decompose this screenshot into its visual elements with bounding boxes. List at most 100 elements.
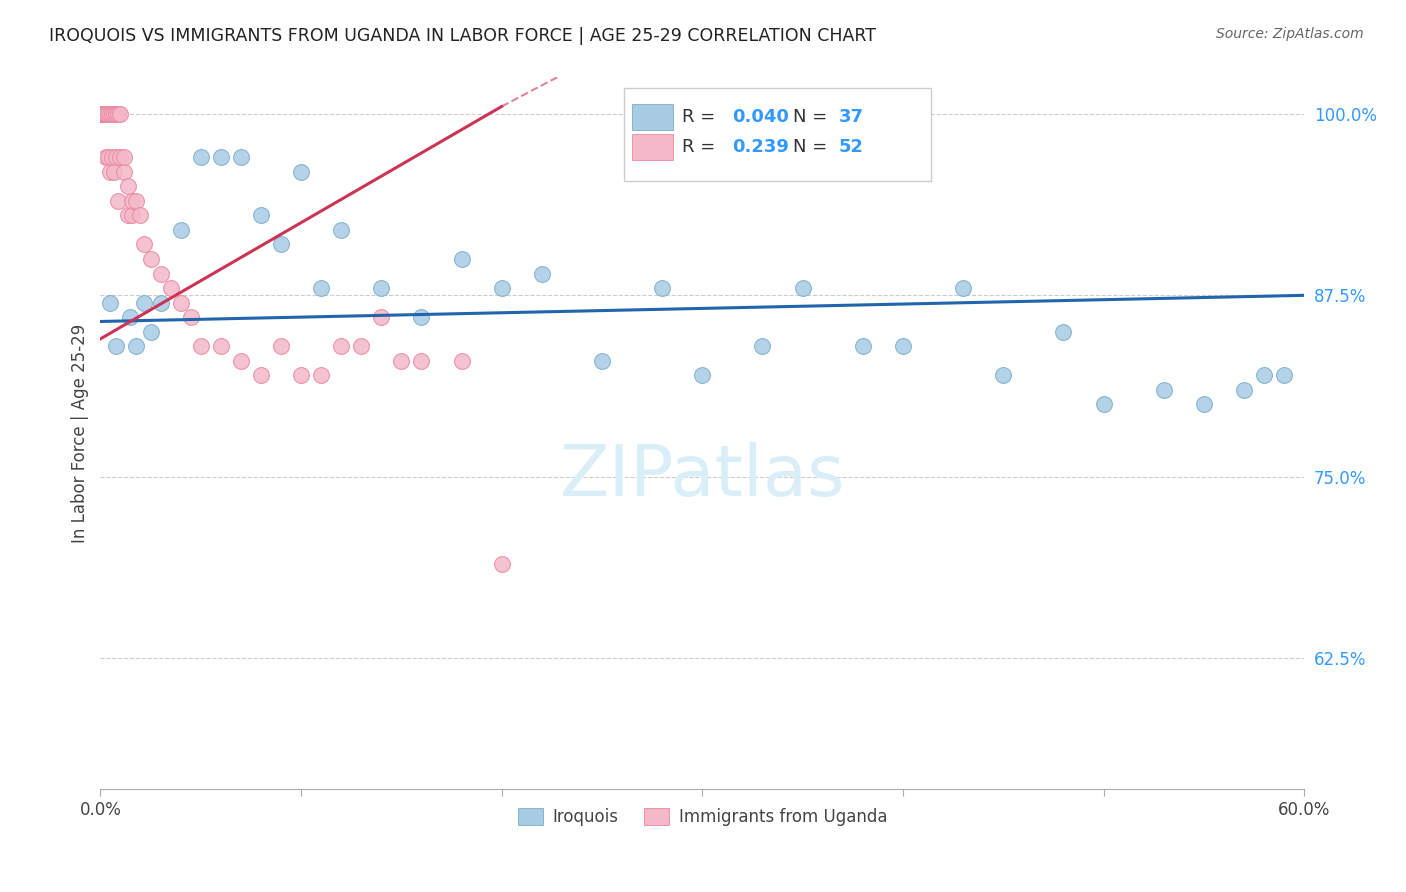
Text: R =: R = — [682, 108, 721, 127]
Legend: Iroquois, Immigrants from Uganda: Iroquois, Immigrants from Uganda — [509, 799, 896, 834]
Point — [101, 150, 124, 164]
Point — [792, 281, 814, 295]
Point — [159, 281, 181, 295]
Point — [120, 310, 142, 325]
Point — [1233, 383, 1256, 397]
Text: IROQUOIS VS IMMIGRANTS FROM UGANDA IN LABOR FORCE | AGE 25-29 CORRELATION CHART: IROQUOIS VS IMMIGRANTS FROM UGANDA IN LA… — [49, 27, 876, 45]
Point — [112, 165, 135, 179]
Point — [110, 107, 132, 121]
Point — [270, 237, 292, 252]
Point — [134, 237, 156, 252]
Point — [149, 267, 172, 281]
FancyBboxPatch shape — [633, 104, 673, 130]
Point — [370, 281, 392, 295]
Text: N =: N = — [793, 108, 832, 127]
Point — [952, 281, 974, 295]
Point — [389, 353, 412, 368]
Text: 37: 37 — [838, 108, 863, 127]
Point — [125, 339, 148, 353]
Text: Source: ZipAtlas.com: Source: ZipAtlas.com — [1216, 27, 1364, 41]
Point — [209, 339, 232, 353]
Point — [411, 310, 433, 325]
Point — [250, 209, 273, 223]
Point — [1253, 368, 1275, 383]
Point — [100, 165, 122, 179]
Point — [450, 353, 472, 368]
Point — [751, 339, 773, 353]
Point — [270, 339, 292, 353]
Point — [190, 339, 212, 353]
Point — [411, 353, 433, 368]
Point — [852, 339, 875, 353]
Text: 0.239: 0.239 — [733, 138, 789, 156]
Point — [1092, 397, 1115, 411]
Point — [91, 107, 114, 121]
Point — [1153, 383, 1175, 397]
Point — [169, 295, 191, 310]
Y-axis label: In Labor Force | Age 25-29: In Labor Force | Age 25-29 — [72, 324, 89, 543]
Text: 0.040: 0.040 — [733, 108, 789, 127]
Point — [93, 107, 115, 121]
Point — [105, 339, 128, 353]
Point — [651, 281, 673, 295]
Point — [169, 223, 191, 237]
Point — [149, 295, 172, 310]
FancyBboxPatch shape — [624, 88, 931, 181]
Point — [110, 150, 132, 164]
Point — [100, 295, 122, 310]
Point — [350, 339, 373, 353]
Point — [96, 107, 118, 121]
Point — [190, 150, 212, 164]
Text: R =: R = — [682, 138, 721, 156]
Point — [309, 281, 332, 295]
Point — [330, 339, 353, 353]
Point — [993, 368, 1015, 383]
Point — [690, 368, 713, 383]
Point — [112, 150, 135, 164]
Point — [1052, 325, 1074, 339]
Point — [100, 107, 122, 121]
Point — [450, 252, 472, 266]
Point — [103, 165, 125, 179]
Point — [121, 194, 143, 208]
Point — [330, 223, 353, 237]
Point — [97, 150, 120, 164]
Point — [93, 107, 115, 121]
Point — [229, 150, 252, 164]
Point — [96, 107, 118, 121]
Point — [491, 281, 513, 295]
Text: ZIPatlas: ZIPatlas — [560, 442, 845, 510]
Point — [134, 295, 156, 310]
Point — [209, 150, 232, 164]
Point — [96, 107, 118, 121]
Point — [101, 107, 124, 121]
Point — [105, 107, 128, 121]
Point — [121, 209, 143, 223]
Point — [290, 165, 312, 179]
FancyBboxPatch shape — [633, 135, 673, 160]
Point — [91, 107, 114, 121]
Point — [107, 194, 129, 208]
Point — [139, 252, 162, 266]
Point — [290, 368, 312, 383]
Point — [1192, 397, 1215, 411]
Point — [1272, 368, 1295, 383]
Point — [117, 179, 139, 194]
Point — [93, 107, 115, 121]
Point — [91, 107, 114, 121]
Point — [530, 267, 553, 281]
Point — [117, 209, 139, 223]
Point — [180, 310, 202, 325]
Point — [491, 557, 513, 571]
Text: N =: N = — [793, 138, 832, 156]
Point — [96, 150, 118, 164]
Point — [103, 107, 125, 121]
Point — [129, 209, 152, 223]
Point — [97, 107, 120, 121]
Point — [591, 353, 613, 368]
Point — [891, 339, 914, 353]
Point — [309, 368, 332, 383]
Point — [250, 368, 273, 383]
Point — [229, 353, 252, 368]
Point — [370, 310, 392, 325]
